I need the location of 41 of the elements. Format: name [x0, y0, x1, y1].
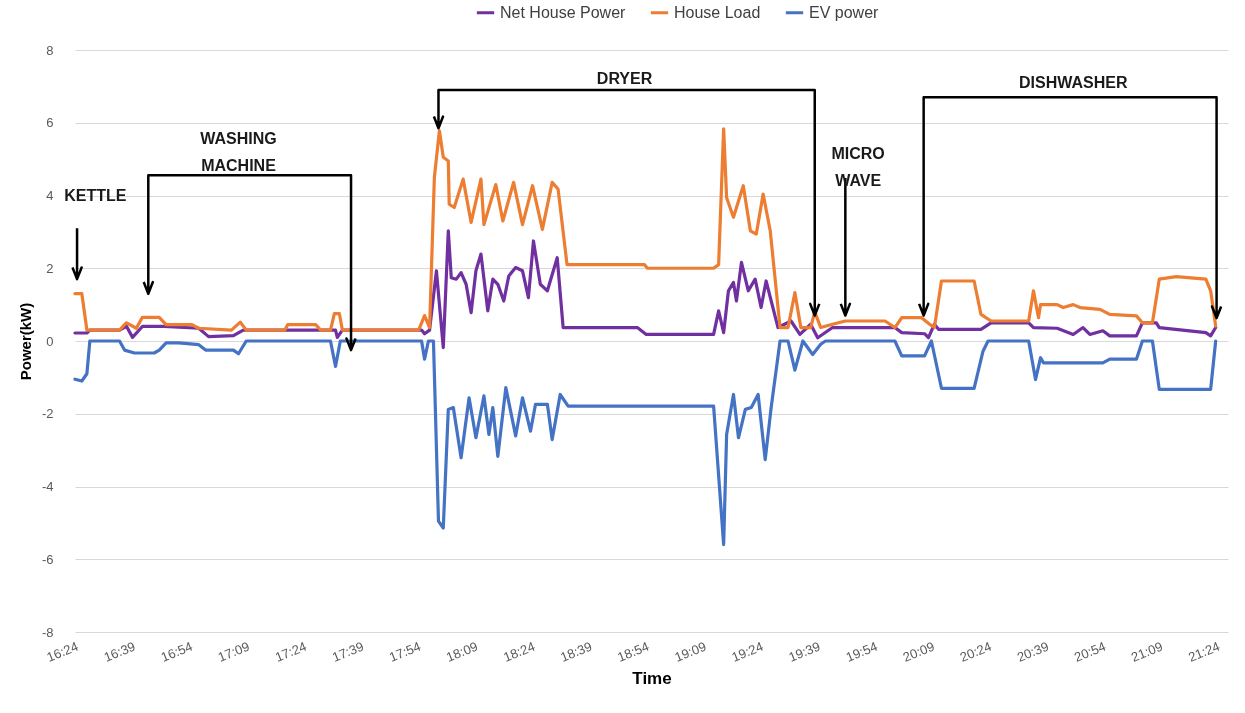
y-tick-label: 4: [46, 188, 54, 203]
x-tick-label: 19:39: [786, 638, 823, 665]
x-tick-label: 17:39: [329, 638, 366, 665]
x-tick-label: 19:09: [672, 638, 709, 665]
x-tick-label: 17:24: [272, 638, 309, 665]
annotation: KETTLE: [64, 186, 127, 204]
x-tick-label: 20:09: [900, 638, 937, 665]
x-axis-title: Time: [632, 668, 672, 688]
x-tick-label: 19:54: [843, 638, 880, 665]
legend-label: EV power: [809, 3, 880, 21]
x-tick-label: 20:24: [957, 638, 994, 665]
y-tick-label: -6: [41, 551, 54, 567]
x-tick-label: 18:39: [558, 638, 595, 665]
y-tick-label: 2: [46, 260, 54, 276]
x-tick-label: 17:09: [215, 638, 252, 665]
legend-label: House Load: [674, 3, 761, 21]
y-axis-title: Power(kW): [16, 302, 34, 381]
x-tick-label: 21:09: [1129, 638, 1165, 665]
annotation: MICRO WAVE: [831, 144, 885, 189]
x-tick-label: 16:54: [158, 638, 195, 665]
x-tick-label: 20:39: [1014, 638, 1051, 665]
x-tick-label: 20:54: [1072, 638, 1108, 665]
y-tick-label: 8: [46, 42, 54, 58]
annotation: WASHING MACHINE: [200, 130, 277, 175]
x-tick-label: 17:54: [387, 638, 423, 665]
x-tick-label: 18:24: [501, 638, 537, 665]
y-tick-label: 6: [46, 115, 54, 131]
x-tick-label: 16:24: [44, 638, 81, 665]
line-series: [73, 339, 1218, 547]
y-tick-label: -2: [41, 406, 54, 422]
annotation: DISHWASHER: [1018, 73, 1128, 91]
x-tick-label: 18:54: [615, 638, 652, 665]
y-tick-label: -4: [41, 479, 54, 494]
x-tick-label: 18:09: [444, 638, 480, 665]
x-tick-label: 21:24: [1186, 638, 1222, 665]
y-tick-label: -8: [41, 624, 54, 640]
y-tick-label: 0: [46, 333, 54, 349]
legend-label: Net House Power: [500, 3, 627, 21]
x-tick-label: 16:39: [101, 638, 138, 665]
x-tick-label: 19:24: [729, 638, 766, 665]
annotation: DRYER: [596, 70, 653, 88]
